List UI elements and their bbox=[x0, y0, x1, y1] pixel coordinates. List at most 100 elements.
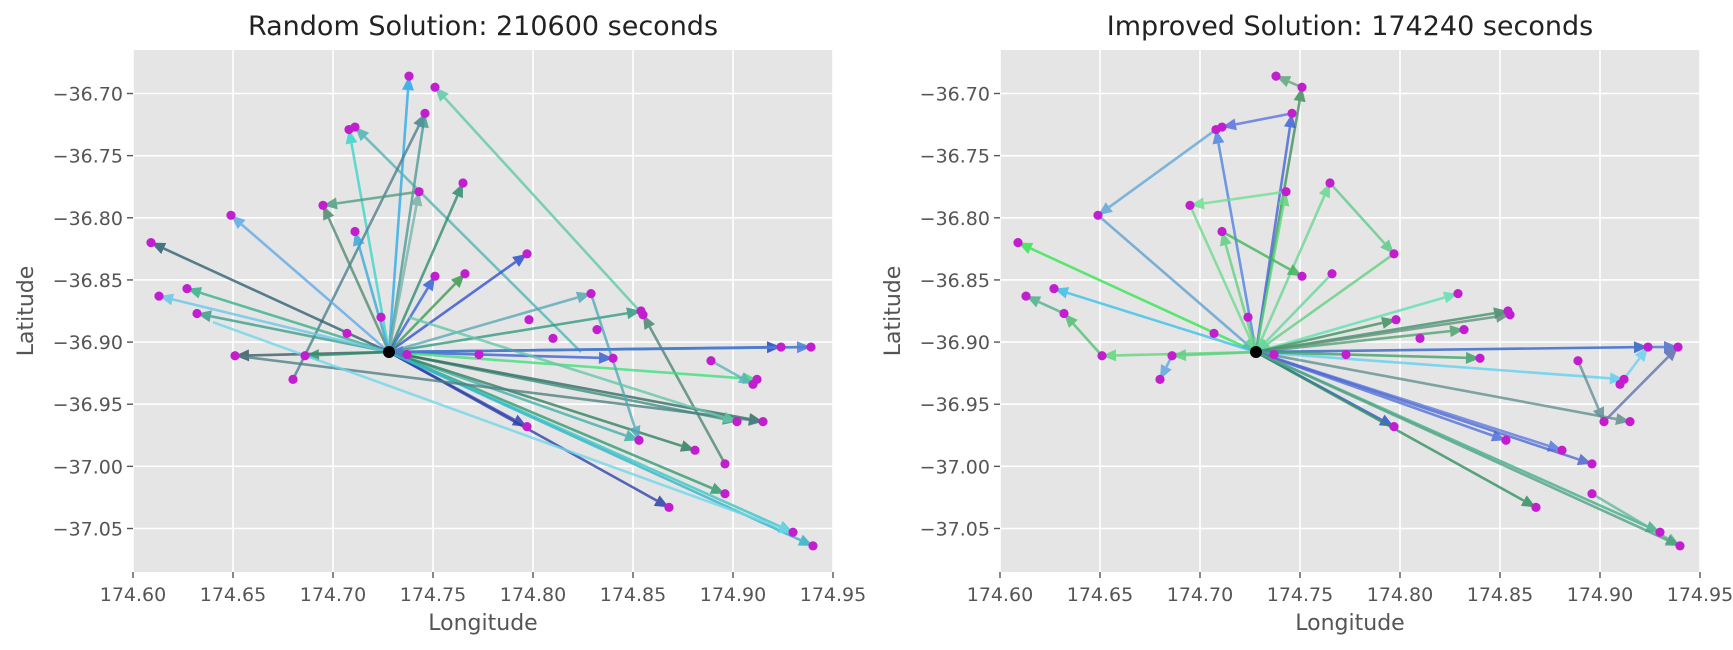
route-arrow-shaft bbox=[1255, 321, 1383, 354]
route-arrow-head bbox=[1102, 349, 1117, 362]
route-arrow-shaft bbox=[388, 260, 517, 354]
customer-point bbox=[1013, 238, 1023, 248]
y-tick-label: −36.70 bbox=[53, 84, 123, 106]
customer-point bbox=[430, 271, 440, 281]
customer-point bbox=[758, 417, 768, 427]
customer-point bbox=[1599, 417, 1609, 427]
customer-point bbox=[350, 226, 360, 237]
y-axis-label: Latitude bbox=[881, 266, 906, 357]
x-tick-label: 174.80 bbox=[1367, 584, 1433, 606]
x-tick-label: 174.95 bbox=[1667, 584, 1733, 606]
customer-point bbox=[288, 374, 298, 384]
route-arrow-shaft bbox=[1038, 300, 1065, 315]
customer-point bbox=[1185, 200, 1195, 210]
route-arrow-head bbox=[1663, 347, 1678, 362]
route-arrow-shaft bbox=[1603, 356, 1670, 423]
route-arrow-shaft bbox=[1329, 182, 1386, 245]
route-arrow-shaft bbox=[388, 282, 457, 353]
route-arrow-head bbox=[1286, 264, 1302, 277]
x-tick-label: 174.85 bbox=[1467, 584, 1533, 606]
customer-point bbox=[146, 238, 156, 248]
route-arrow-head bbox=[1449, 325, 1464, 338]
customer-point bbox=[808, 541, 818, 551]
route-arrow-shaft bbox=[172, 298, 390, 354]
customer-point bbox=[1475, 353, 1485, 363]
depot-point bbox=[1250, 346, 1262, 359]
route-arrow-head bbox=[653, 495, 669, 508]
customer-point bbox=[1389, 421, 1399, 432]
y-tick-label: −36.75 bbox=[920, 146, 990, 168]
customer-point bbox=[1217, 122, 1227, 132]
customer-point bbox=[1625, 417, 1635, 427]
customer-point bbox=[402, 349, 412, 360]
route-arrow-head bbox=[1018, 242, 1034, 254]
customer-point bbox=[1287, 108, 1297, 118]
route-arrow-head bbox=[1592, 406, 1605, 422]
route-arrow-head bbox=[402, 76, 414, 91]
route-arrow-shaft bbox=[1224, 244, 1258, 353]
chart-title: Random Solution: 210600 seconds bbox=[248, 11, 718, 42]
customer-point bbox=[1327, 269, 1337, 279]
y-tick-label: −36.70 bbox=[920, 84, 990, 106]
route-arrow-shaft bbox=[387, 195, 459, 353]
route-arrow-head bbox=[1380, 239, 1394, 254]
route-arrow-shaft bbox=[1255, 350, 1467, 360]
x-tick-label: 174.80 bbox=[500, 584, 566, 606]
customer-point bbox=[1021, 291, 1031, 301]
customer-point bbox=[1059, 308, 1069, 319]
customer-point bbox=[720, 489, 730, 499]
route-arrow-head bbox=[422, 276, 435, 292]
route-arrow-shaft bbox=[1185, 350, 1257, 357]
customer-point bbox=[664, 502, 674, 512]
route-arrow-shaft bbox=[1255, 350, 1611, 380]
y-tick-label: −36.75 bbox=[53, 146, 123, 168]
route-arrow-head bbox=[1318, 182, 1330, 199]
customer-point bbox=[592, 325, 602, 335]
customer-point bbox=[690, 445, 700, 455]
customer-point bbox=[460, 269, 470, 279]
customer-point bbox=[776, 342, 786, 352]
y-tick-label: −36.90 bbox=[920, 332, 990, 354]
customer-point bbox=[1573, 356, 1583, 366]
customer-point bbox=[732, 417, 742, 427]
route-arrow-head bbox=[1276, 76, 1292, 88]
y-tick-label: −37.05 bbox=[53, 519, 123, 541]
route-arrow-shaft bbox=[1255, 315, 1497, 354]
customer-point bbox=[1453, 289, 1463, 299]
y-tick-label: −36.80 bbox=[53, 208, 123, 230]
x-tick-label: 174.65 bbox=[200, 584, 266, 606]
customer-point bbox=[1675, 541, 1685, 551]
customer-point bbox=[1297, 82, 1307, 92]
y-tick-label: −36.80 bbox=[920, 208, 990, 230]
route-arrow-shaft bbox=[357, 244, 391, 353]
customer-point bbox=[1505, 310, 1515, 320]
customer-point bbox=[748, 379, 758, 389]
route-arrow-shaft bbox=[1254, 127, 1292, 353]
customer-point bbox=[548, 333, 558, 343]
y-tick-label: −37.00 bbox=[53, 456, 123, 478]
route-arrow-shaft bbox=[199, 291, 390, 354]
customer-point bbox=[1587, 459, 1597, 469]
customer-point bbox=[1093, 210, 1103, 220]
customer-point bbox=[788, 527, 798, 537]
chart-title: Improved Solution: 174240 seconds bbox=[1107, 11, 1593, 42]
route-arrow-head bbox=[151, 242, 167, 254]
route-arrow-shaft bbox=[443, 96, 644, 316]
route-arrow-shaft bbox=[1255, 350, 1580, 461]
route-arrow-head bbox=[389, 345, 404, 358]
customer-point bbox=[230, 351, 240, 361]
x-tick-label: 174.60 bbox=[967, 584, 1033, 606]
customer-point bbox=[1587, 489, 1597, 499]
customer-point bbox=[1389, 249, 1399, 259]
customer-point bbox=[1415, 333, 1425, 343]
customer-point bbox=[1167, 351, 1177, 361]
customer-point bbox=[1459, 325, 1469, 335]
route-arrow-shaft bbox=[1255, 350, 1617, 421]
x-axis-label: Longitude bbox=[1295, 611, 1404, 636]
route-arrow-shaft bbox=[1235, 112, 1293, 126]
random-solution-panel: 174.60 174.65 174.70 174.75 174.80 174.85 174.… bbox=[14, 11, 866, 636]
route-arrow-head bbox=[1064, 313, 1078, 328]
customer-point bbox=[1243, 312, 1253, 322]
route-arrow-head bbox=[709, 482, 725, 494]
